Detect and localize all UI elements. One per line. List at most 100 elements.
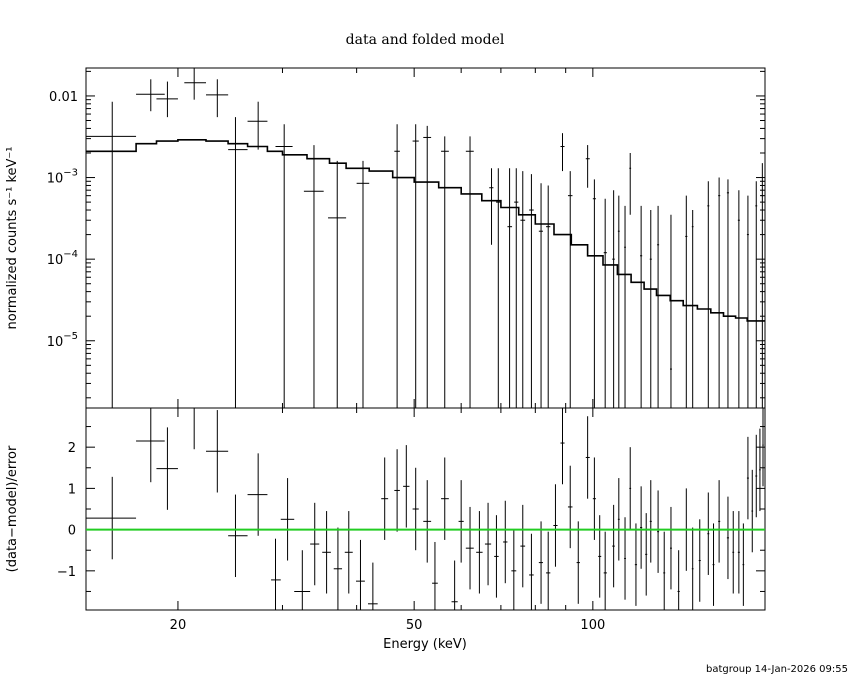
spectrum-point xyxy=(649,210,652,408)
y-tick-label: 0.01 xyxy=(49,90,78,105)
residual-point xyxy=(355,539,365,610)
residual-point xyxy=(136,408,165,483)
residual-point xyxy=(751,469,754,553)
residual-point xyxy=(629,447,632,530)
spectrum-point xyxy=(617,195,620,408)
residual-point xyxy=(247,453,268,536)
residual-plot-frame xyxy=(85,407,766,611)
spectrum-point xyxy=(755,181,758,408)
spectrum-point xyxy=(761,163,764,408)
spectrum-point xyxy=(394,124,400,408)
residual-point xyxy=(412,467,419,551)
footer-timestamp: batgroup 14-Jan-2026 09:55 xyxy=(706,664,848,675)
spectrum-point xyxy=(746,195,749,408)
residual-point xyxy=(645,513,648,596)
spectrum-point xyxy=(412,124,419,408)
residual-point xyxy=(670,506,672,590)
residual-point xyxy=(691,527,694,610)
spectrum-axis-ticks: 0.01 10−3 10−4 10−5 xyxy=(47,68,765,408)
residual-point xyxy=(649,480,652,563)
spectrum-ylabel: normalized counts s⁻¹ keV⁻¹ xyxy=(5,147,20,330)
residual-point xyxy=(634,523,638,606)
residual-point xyxy=(718,480,721,563)
residual-data-points xyxy=(86,407,764,610)
spectrum-point xyxy=(275,124,293,408)
spectrum-point xyxy=(496,168,501,408)
residual-point xyxy=(310,502,320,586)
y-tick-label: −1 xyxy=(57,565,76,580)
residual-point xyxy=(476,511,483,594)
spectrum-point xyxy=(303,145,324,408)
spectrum-point xyxy=(184,68,207,100)
residual-point xyxy=(441,457,449,540)
residual-point xyxy=(755,434,758,518)
spectrum-point xyxy=(629,152,632,215)
residual-point xyxy=(494,515,499,598)
spectrum-point xyxy=(206,79,229,118)
residual-point xyxy=(280,478,295,561)
residual-ylabel: (data−model)/error xyxy=(5,445,20,572)
residual-point xyxy=(598,515,602,598)
residual-point xyxy=(726,496,730,580)
spectrum-point xyxy=(560,133,565,172)
spectrum-point xyxy=(441,136,449,408)
y-tick-label: 1 xyxy=(68,482,76,497)
residual-point xyxy=(640,486,643,569)
spectrum-point xyxy=(507,168,513,408)
x-tick-label: 50 xyxy=(406,618,423,633)
y-tick-label: 10−3 xyxy=(47,168,78,187)
residual-point xyxy=(698,519,701,602)
residual-point xyxy=(603,531,607,610)
residual-point xyxy=(585,416,590,499)
y-tick-label: 10−5 xyxy=(47,331,78,350)
spectrum-point xyxy=(538,183,543,408)
residual-point xyxy=(567,465,573,549)
spectrum-point xyxy=(86,101,137,408)
residual-point xyxy=(576,521,580,604)
spectrum-point xyxy=(247,101,268,150)
spectrum-point xyxy=(136,79,165,112)
residual-point xyxy=(322,511,331,594)
residual-point xyxy=(546,531,551,610)
residual-point xyxy=(663,531,666,610)
residual-point xyxy=(742,523,745,606)
residual-point xyxy=(538,521,543,604)
residual-point xyxy=(432,541,438,610)
residual-point xyxy=(612,504,615,588)
residual-axis-ticks: 20 50 100 2 1 0 −1 xyxy=(57,408,765,633)
residual-point xyxy=(423,480,432,563)
residual-point xyxy=(759,428,761,512)
residual-point xyxy=(156,427,178,510)
y-tick-label: 2 xyxy=(68,441,76,456)
residual-point xyxy=(367,562,378,610)
spectrum-point xyxy=(489,168,494,245)
residual-point xyxy=(624,517,626,600)
x-tick-label: 100 xyxy=(580,618,605,633)
residual-point xyxy=(86,476,137,560)
chart-title: data and folded model xyxy=(346,32,505,48)
residual-point xyxy=(707,492,710,575)
y-tick-label: 0 xyxy=(68,524,76,539)
spectrum-point xyxy=(514,168,519,408)
residual-point xyxy=(484,502,492,586)
residual-panel: 20 50 100 2 1 0 −1 (data−model)/error Energy (… xyxy=(5,407,766,652)
spectrum-point xyxy=(567,171,573,408)
spectrum-point xyxy=(718,177,721,408)
spectrum-point xyxy=(156,81,178,118)
spectrum-point xyxy=(612,190,615,408)
spectrum-point xyxy=(328,160,347,408)
spectrum-point xyxy=(624,205,626,408)
residual-point xyxy=(344,511,353,594)
residual-point xyxy=(553,484,558,567)
spectrum-point xyxy=(707,181,710,408)
residual-point xyxy=(458,480,464,563)
spectrum-plot-frame xyxy=(85,67,766,409)
residual-point xyxy=(206,410,229,493)
spectrum-point xyxy=(520,171,526,408)
residual-point xyxy=(657,490,660,573)
y-tick-label: 10−4 xyxy=(47,249,78,268)
residual-point xyxy=(403,445,410,528)
spectrum-panel: 0.01 10−3 10−4 10−5 normalized counts s⁻¹ k… xyxy=(5,67,766,409)
residual-point xyxy=(451,560,458,610)
